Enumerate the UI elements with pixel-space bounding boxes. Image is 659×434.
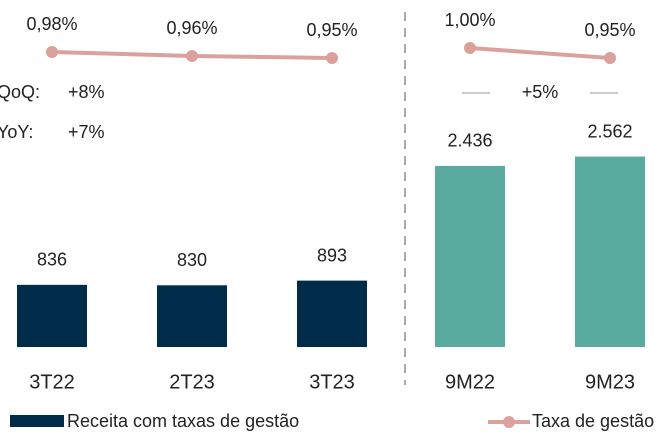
annotation-label: YoY:	[0, 122, 33, 142]
data-label: 830	[177, 250, 207, 270]
legend-label: Taxa de gestão	[532, 411, 654, 431]
data-label: 2.436	[447, 131, 492, 151]
bar	[17, 284, 87, 347]
annotation: +5%	[522, 82, 559, 102]
annotation: +7%	[68, 122, 105, 142]
data-label: 893	[317, 245, 347, 265]
x-tick-label: 9M23	[585, 371, 635, 393]
bar	[435, 165, 505, 347]
line-point	[604, 52, 616, 64]
line-point	[46, 46, 58, 58]
line	[469, 46, 611, 60]
legend-swatch	[503, 416, 515, 428]
data-label: 1,00%	[444, 10, 495, 30]
data-label: 836	[37, 250, 67, 270]
bar	[157, 285, 227, 347]
data-label: 0,98%	[26, 14, 77, 34]
line-point	[464, 42, 476, 54]
annotation-label: QoQ:	[0, 82, 40, 102]
line-point	[186, 50, 198, 62]
bar	[575, 156, 645, 347]
data-label: 0,95%	[584, 20, 635, 40]
bar	[297, 280, 367, 347]
x-tick-label: 3T22	[29, 371, 75, 393]
x-tick-label: 3T23	[309, 371, 355, 393]
x-tick-label: 9M22	[445, 371, 495, 393]
data-label: 2.562	[587, 121, 632, 141]
line-point	[326, 52, 338, 64]
legend-swatch	[10, 415, 64, 427]
x-tick-label: 2T23	[169, 371, 215, 393]
data-label: 0,96%	[166, 18, 217, 38]
data-label: 0,95%	[306, 20, 357, 40]
legend-label: Receita com taxas de gestão	[67, 411, 299, 431]
annotation: +8%	[68, 82, 105, 102]
